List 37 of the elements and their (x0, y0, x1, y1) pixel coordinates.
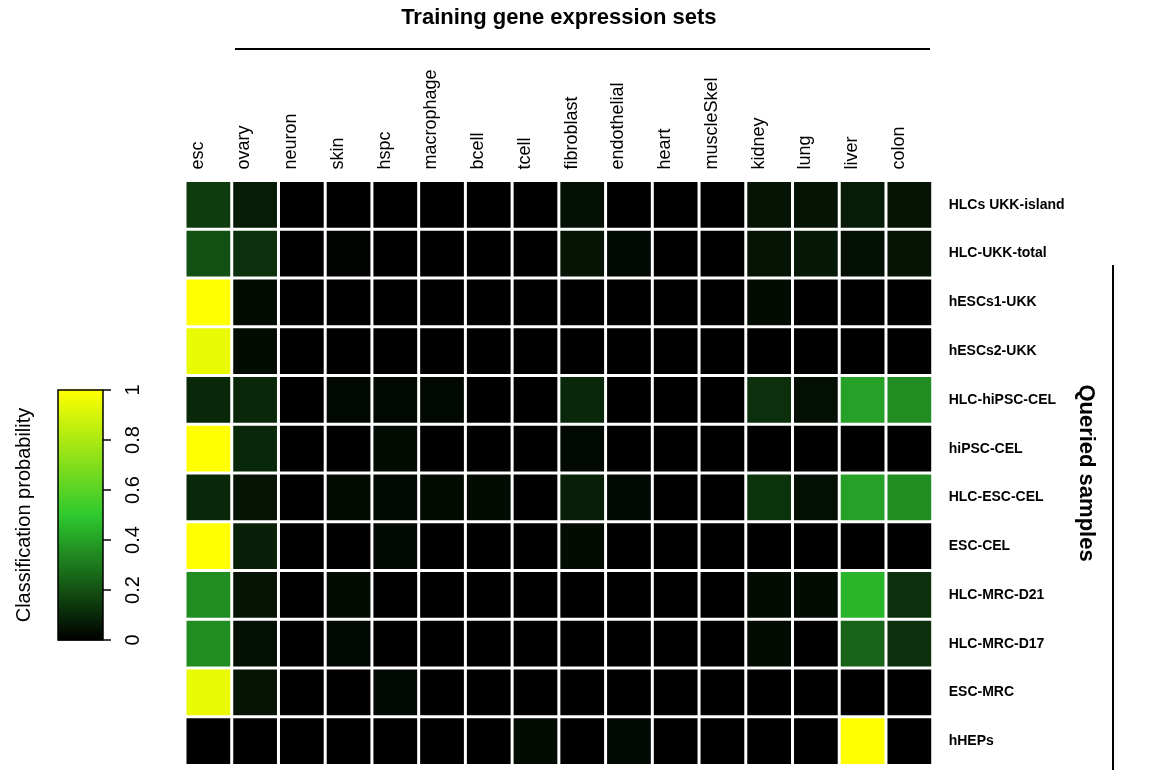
y-tick-label: HLC-ESC-CEL (948, 488, 1045, 505)
color-bar-label: 0.6 (120, 476, 143, 504)
y-tick-label: HLC-hiPSC-CEL (948, 390, 1057, 407)
y-tick-label: HLC-MRC-D21 (948, 585, 1045, 602)
color-bar-label: 0.8 (120, 426, 143, 454)
x-tick-label: ovary (233, 125, 254, 170)
x-tick-label: endothelial (607, 82, 628, 170)
y-tick-label: hiPSC-CEL (948, 439, 1024, 456)
x-tick-label: heart (654, 128, 675, 170)
y-axis-title: Queried samples (1074, 384, 1100, 562)
x-tick-label: colon (887, 126, 908, 170)
x-tick-label: esc (186, 141, 207, 170)
y-tick-label: ESC-CEL (948, 537, 1011, 554)
color-bar-label: 0.4 (120, 526, 143, 554)
x-tick-label: kidney (747, 117, 768, 170)
y-tick-label: hHEPs (948, 732, 995, 749)
x-tick-label: neuron (280, 113, 301, 170)
x-axis-title: Training gene expression sets (401, 4, 717, 30)
y-tick-label: HLC-UKK-total (948, 244, 1047, 261)
x-tick-label: fibroblast (560, 96, 581, 170)
color-bar-label: 0 (120, 634, 143, 646)
color-bar-label: 1 (120, 384, 143, 396)
y-tick-label: hESCs1-UKK (948, 293, 1037, 310)
color-bar-title: Classification probability (11, 407, 34, 623)
x-tick-label: hspc (373, 131, 394, 170)
x-tick-label: tcell (513, 137, 534, 170)
x-tick-label: skin (326, 137, 347, 170)
x-tick-label: muscleSkel (700, 77, 721, 170)
x-tick-label: macrophage (420, 69, 441, 170)
y-tick-label: HLC-MRC-D17 (948, 634, 1045, 651)
x-tick-label: lung (794, 135, 815, 170)
color-bar-label: 0.2 (120, 576, 143, 604)
x-tick-label: liver (840, 136, 861, 170)
y-tick-label: HLCs UKK-island (948, 195, 1065, 212)
y-tick-label: ESC-MRC (948, 683, 1015, 700)
y-tick-label: hESCs2-UKK (948, 341, 1037, 358)
x-tick-label: bcell (467, 132, 488, 170)
